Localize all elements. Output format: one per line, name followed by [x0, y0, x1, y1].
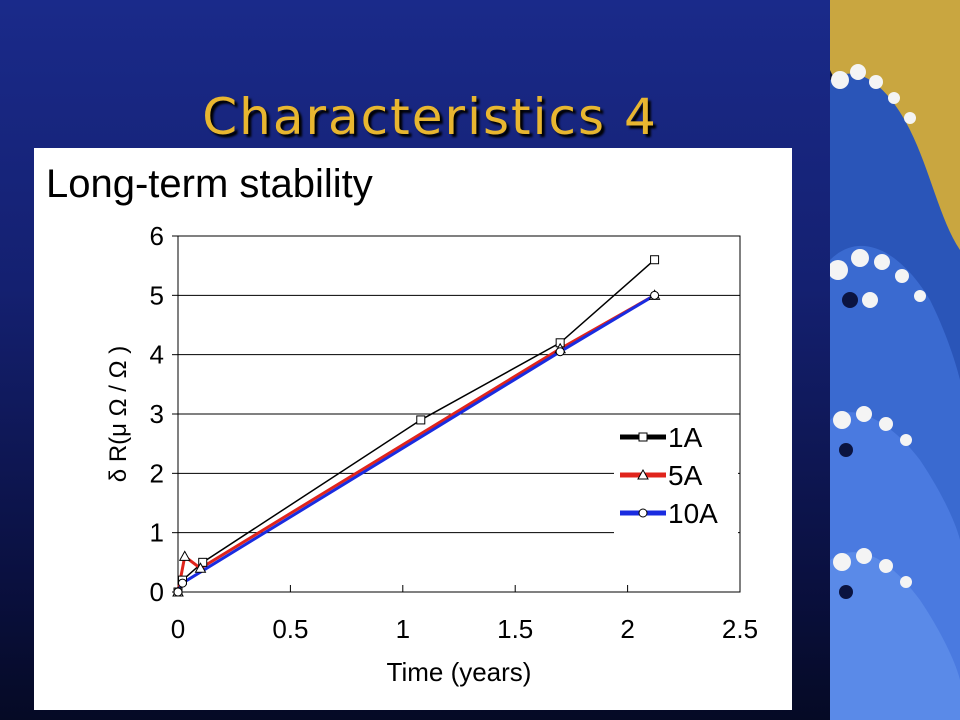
data-point-10A	[555, 347, 565, 357]
chart-panel: Long-term stability 0 0.5 1 1.5 2 2.5 0 1 2 3 4 5 6…	[34, 148, 792, 710]
y-axis-ticks: 0 1 2 3 4 5 6	[150, 221, 178, 607]
data-point-10A	[173, 587, 183, 597]
x-tick-label: 1	[396, 614, 410, 644]
legend: 1A 5A 10A	[614, 422, 738, 534]
x-tick-label: 2.5	[722, 614, 758, 644]
x-axis-label: Time (years)	[387, 657, 532, 687]
line-chart: 0 0.5 1 1.5 2 2.5 0 1 2 3 4 5 6 1A 5A 10A Time (years…	[105, 221, 758, 687]
x-tick-label: 0.5	[272, 614, 308, 644]
data-point-5A	[178, 550, 191, 561]
series-line-5A	[176, 294, 656, 593]
chart-title: Long-term stability	[46, 162, 373, 206]
wave-decoration	[830, 0, 960, 720]
data-point-10A	[177, 578, 187, 588]
y-tick-label: 4	[150, 340, 164, 370]
data-point-10A	[650, 290, 660, 300]
y-axis-label: δ R(μ Ω / Ω )	[105, 346, 132, 482]
legend-marker-10A	[638, 508, 648, 518]
legend-label-1A: 1A	[668, 422, 703, 453]
legend-marker-5A	[637, 468, 649, 480]
x-tick-label: 0	[171, 614, 185, 644]
y-tick-label: 2	[150, 458, 164, 488]
y-tick-label: 5	[150, 280, 164, 310]
data-point-5A	[194, 562, 207, 573]
legend-marker-1A	[638, 432, 648, 442]
legend-label-10A: 10A	[668, 498, 718, 529]
data-point-1A	[416, 415, 426, 425]
data-point-1A	[650, 255, 660, 265]
series-lines	[172, 255, 661, 597]
slide-title: Characteristics 4	[202, 88, 658, 146]
legend-label-5A: 5A	[668, 460, 703, 491]
legend-box	[614, 424, 738, 534]
y-tick-label: 3	[150, 399, 164, 429]
x-tick-label: 1.5	[497, 614, 533, 644]
x-axis-ticks: 0 0.5 1 1.5 2 2.5	[171, 585, 758, 644]
y-tick-label: 1	[150, 518, 164, 548]
x-tick-label: 2	[620, 614, 634, 644]
y-tick-label: 0	[150, 577, 164, 607]
y-tick-label: 6	[150, 221, 164, 251]
series-line-10A	[176, 294, 656, 593]
